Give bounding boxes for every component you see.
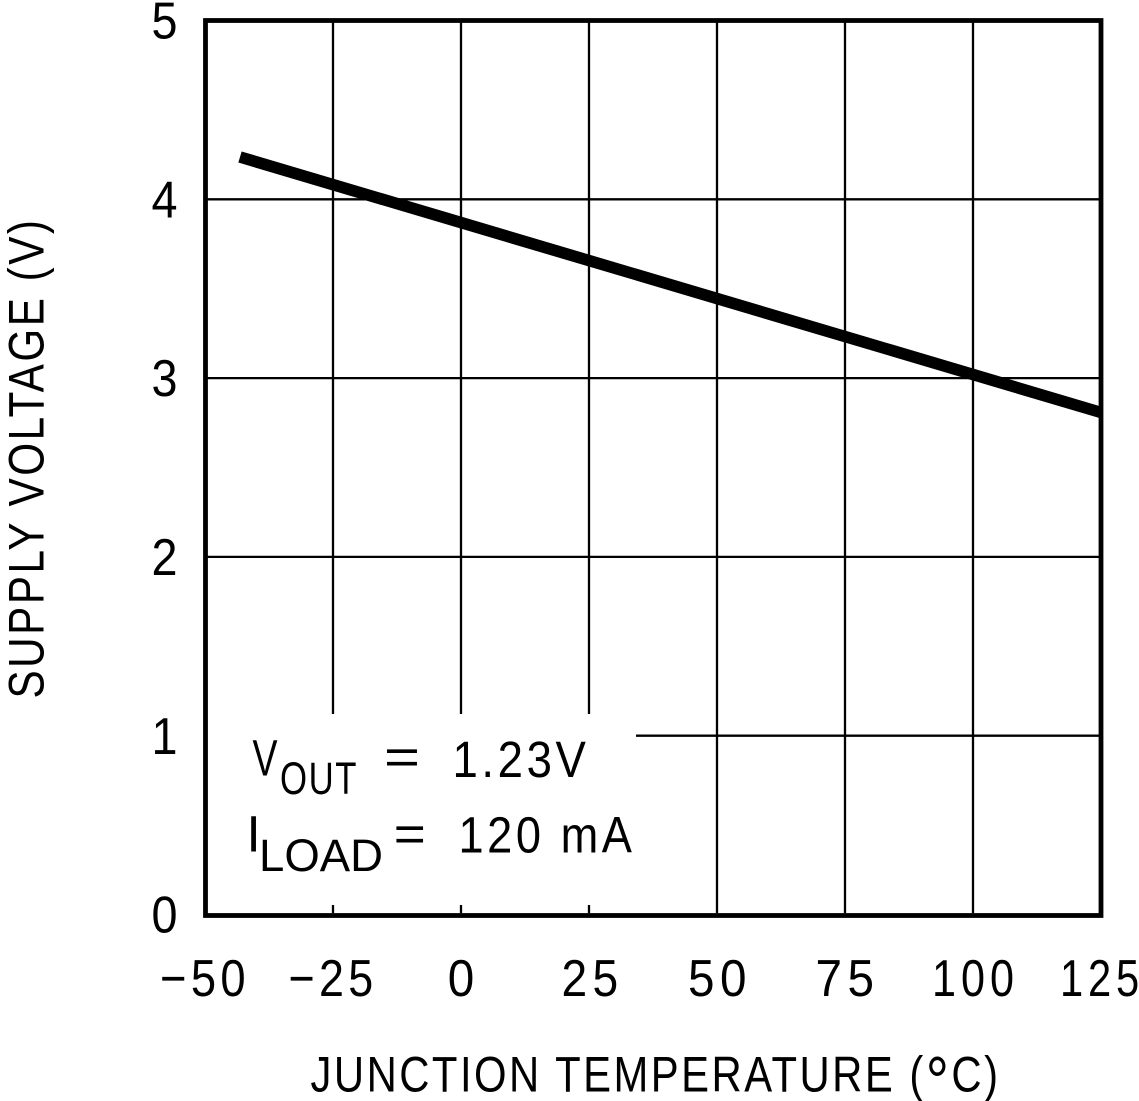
svg-text:=: = xyxy=(394,806,426,862)
svg-text:SUPPLY VOLTAGE (V): SUPPLY VOLTAGE (V) xyxy=(0,217,55,698)
svg-text:125: 125 xyxy=(1060,950,1139,1008)
svg-text:1: 1 xyxy=(152,708,178,766)
svg-text:I: I xyxy=(247,806,261,863)
svg-text:=: = xyxy=(384,729,420,785)
svg-text:0: 0 xyxy=(152,887,178,945)
svg-text:−25: −25 xyxy=(289,950,378,1008)
svg-text:LOAD: LOAD xyxy=(259,830,383,881)
svg-text:5: 5 xyxy=(152,0,178,51)
svg-text:100: 100 xyxy=(932,950,1019,1008)
svg-text:50: 50 xyxy=(688,950,752,1008)
svg-text:0: 0 xyxy=(448,950,475,1008)
svg-text:25: 25 xyxy=(562,950,624,1008)
svg-text:120 mA: 120 mA xyxy=(459,807,636,864)
svg-text:1.23V: 1.23V xyxy=(453,731,590,788)
svg-text:−50: −50 xyxy=(160,950,250,1008)
svg-text:V: V xyxy=(253,730,278,787)
svg-text:2: 2 xyxy=(152,529,178,587)
svg-text:JUNCTION TEMPERATURE (°C): JUNCTION TEMPERATURE (°C) xyxy=(311,1043,1001,1101)
svg-text:75: 75 xyxy=(816,950,880,1008)
svg-text:OUT: OUT xyxy=(280,753,358,804)
svg-text:4: 4 xyxy=(152,172,178,230)
svg-text:3: 3 xyxy=(152,350,178,408)
